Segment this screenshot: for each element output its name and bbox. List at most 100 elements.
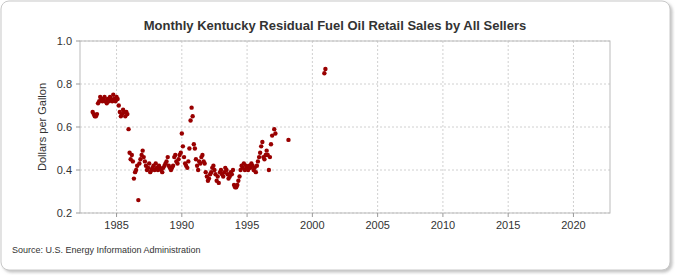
point	[269, 142, 273, 146]
x-grid-line	[442, 41, 443, 213]
point	[256, 159, 260, 163]
point	[255, 164, 259, 168]
point	[189, 105, 193, 109]
point	[143, 159, 147, 163]
x-grid-line	[116, 41, 117, 213]
point	[188, 118, 192, 122]
x-tick-label: 2010	[431, 219, 455, 231]
points	[90, 67, 327, 203]
x-grid-line	[181, 41, 182, 213]
point	[235, 183, 239, 187]
y-grid-line	[80, 127, 610, 128]
y-axis-label: Dollars per Gallon	[36, 83, 48, 171]
point	[257, 155, 261, 159]
point	[126, 127, 130, 131]
x-tick	[116, 213, 117, 217]
point	[192, 142, 196, 146]
x-grid-line	[247, 41, 248, 213]
y-tick-label: 1.0	[57, 35, 72, 47]
point	[115, 97, 119, 101]
point	[224, 168, 228, 172]
point	[176, 157, 180, 161]
x-tick-label: 2005	[365, 219, 389, 231]
point	[286, 138, 290, 142]
point	[142, 155, 146, 159]
point	[202, 161, 206, 165]
grid	[80, 41, 610, 213]
point	[211, 164, 215, 168]
x-tick-label: 2015	[496, 219, 520, 231]
x-tick	[508, 213, 509, 217]
point	[264, 148, 268, 152]
point	[187, 146, 191, 150]
title: Monthly Kentucky Residual Fuel Oil Retai…	[144, 18, 526, 33]
point	[140, 148, 144, 152]
point	[181, 144, 185, 148]
point	[95, 112, 99, 116]
point	[180, 131, 184, 135]
x-tick	[442, 213, 443, 217]
x-grid-line	[508, 41, 509, 213]
point	[267, 168, 271, 172]
y-tick-label: 0.6	[57, 121, 72, 133]
point	[258, 151, 262, 155]
point	[323, 67, 327, 71]
point	[125, 112, 129, 116]
plot-frame	[80, 41, 610, 213]
point	[273, 131, 277, 135]
point	[230, 172, 234, 176]
y-tick	[76, 41, 80, 42]
point	[254, 170, 258, 174]
y-tick	[76, 170, 80, 171]
point	[134, 168, 138, 172]
point	[137, 161, 141, 165]
x-grid-line	[573, 41, 574, 213]
y-grid-line	[80, 84, 610, 85]
point	[185, 166, 189, 170]
point	[186, 159, 190, 163]
point	[221, 174, 225, 178]
y-tick	[76, 213, 80, 214]
point	[117, 103, 121, 107]
point	[217, 181, 221, 185]
point	[212, 168, 216, 172]
point	[130, 153, 134, 157]
point	[260, 140, 264, 144]
point	[196, 168, 200, 172]
point	[268, 155, 272, 159]
point	[190, 114, 194, 118]
x-tick	[377, 213, 378, 217]
point	[136, 198, 140, 202]
point	[216, 174, 220, 178]
point	[231, 168, 235, 172]
point	[193, 146, 197, 150]
axes: 0.20.40.60.81.01985199019952000200520102…	[57, 35, 586, 231]
point	[237, 174, 241, 178]
x-tick	[312, 213, 313, 217]
x-tick	[181, 213, 182, 217]
point	[322, 71, 326, 75]
y-tick	[76, 127, 80, 128]
point	[200, 153, 204, 157]
x-tick-label: 1990	[170, 219, 194, 231]
x-grid-line	[377, 41, 378, 213]
chart-container: Monthly Kentucky Residual Fuel Oil Retai…	[0, 0, 675, 275]
point	[175, 161, 179, 165]
point	[179, 151, 183, 155]
point	[160, 170, 164, 174]
y-tick-label: 0.4	[57, 164, 72, 176]
x-tick-label: 1995	[235, 219, 259, 231]
y-tick-label: 0.8	[57, 78, 72, 90]
point	[207, 176, 211, 180]
chart: Monthly Kentucky Residual Fuel Oil Retai…	[0, 0, 675, 275]
x-tick-label: 2000	[300, 219, 324, 231]
point	[259, 144, 263, 148]
point	[132, 176, 136, 180]
x-grid-line	[312, 41, 313, 213]
source: Source: U.S. Energy Information Administ…	[12, 245, 201, 255]
point	[171, 164, 175, 168]
point	[182, 155, 186, 159]
point	[147, 161, 151, 165]
x-tick	[247, 213, 248, 217]
x-tick-label: 2020	[561, 219, 585, 231]
